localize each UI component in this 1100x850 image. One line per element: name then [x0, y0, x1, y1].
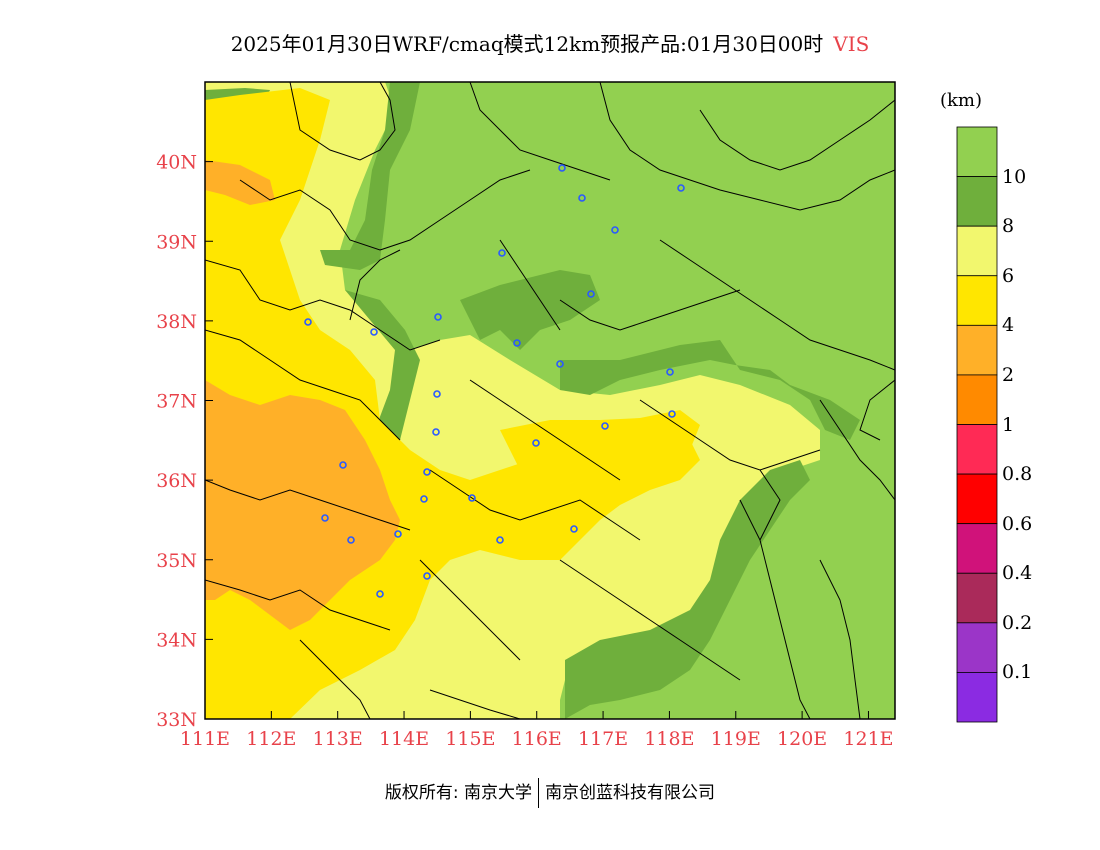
vis-region-8-10-east — [560, 340, 860, 440]
title-variable: VIS — [833, 32, 870, 56]
colorbar-swatch — [956, 225, 998, 277]
colorbar-label: 0.2 — [1002, 611, 1033, 634]
colorbar-swatch — [956, 622, 998, 673]
vis-region-8-10-central — [345, 290, 420, 455]
vis-region-4-6-east — [500, 410, 700, 470]
lon-label: 116E — [512, 728, 562, 750]
city-marker — [513, 339, 521, 347]
colorbar-swatch — [956, 523, 998, 574]
city-marker — [558, 164, 566, 172]
city-marker — [468, 494, 476, 502]
city-marker — [370, 328, 378, 336]
lat-axis: 40N 39N 38N 37N 36N 35N 34N 33N — [156, 152, 213, 731]
colorbar — [956, 126, 998, 723]
lon-label: 115E — [445, 728, 495, 750]
colorbar-label: 0.4 — [1002, 562, 1033, 585]
colorbar-label: 0.8 — [1002, 463, 1033, 486]
city-marker — [601, 422, 609, 430]
city-marker — [420, 495, 428, 503]
city-marker — [668, 410, 676, 418]
colorbar-label: 6 — [1002, 264, 1015, 287]
footer-separator — [538, 778, 540, 808]
title-main: 2025年01月30日WRF/cmaq模式12km预报产品:01月30日00时 — [230, 32, 824, 56]
city-marker — [587, 290, 595, 298]
city-marker — [339, 461, 347, 469]
city-marker — [532, 439, 540, 447]
city-marker — [321, 514, 329, 522]
city-marker — [496, 536, 504, 544]
colorbar-label: 0.6 — [1002, 512, 1033, 535]
city-marker — [556, 360, 564, 368]
footer-company: 南京创蓝科技有限公司 — [545, 783, 716, 803]
lon-label: 114E — [379, 728, 429, 750]
colorbar-swatch — [956, 374, 998, 425]
lon-label: 121E — [843, 728, 893, 750]
city-marker — [498, 249, 506, 257]
vis-region-8-10-mid — [460, 270, 600, 350]
city-marker — [432, 428, 440, 436]
colorbar-label: 10 — [1002, 165, 1027, 188]
lon-axis: 111E 112E 113E 114E 115E 116E 117E 118E 119E 120E… — [180, 711, 894, 750]
lat-label: 35N — [156, 550, 197, 572]
city-marker — [423, 572, 431, 580]
lon-label: 113E — [313, 728, 363, 750]
colorbar-swatch — [956, 324, 998, 376]
city-marker — [666, 368, 674, 376]
vis-region-2-4 — [205, 380, 400, 630]
city-marker — [570, 525, 578, 533]
city-marker — [347, 536, 355, 544]
colorbar-label: 8 — [1002, 215, 1015, 238]
colorbar-swatch — [956, 176, 998, 227]
lon-label: 120E — [777, 728, 827, 750]
colorbar-label: 2 — [1002, 363, 1015, 386]
lat-label: 34N — [156, 629, 197, 651]
admin-boundaries — [205, 82, 895, 719]
city-marker — [578, 194, 586, 202]
colorbar-swatch — [956, 126, 998, 177]
lat-label: 37N — [156, 391, 197, 413]
city-marker — [433, 390, 441, 398]
colorbar-swatch — [956, 572, 998, 624]
city-marker — [423, 468, 431, 476]
colorbar-swatch — [956, 672, 998, 723]
vis-region-8-10-southeast — [565, 460, 810, 719]
footer-copyright: 版权所有: 南京大学 — [384, 783, 533, 803]
colorbar-unit: (km) — [940, 90, 983, 111]
lon-label: 119E — [711, 728, 761, 750]
city-marker — [304, 318, 312, 326]
map-frame — [204, 81, 896, 720]
vis-region-2-4-north — [205, 160, 275, 205]
city-markers — [304, 164, 685, 598]
lon-label: 117E — [578, 728, 628, 750]
city-marker — [376, 590, 384, 598]
lat-label: 40N — [156, 152, 197, 174]
lon-label: 112E — [246, 728, 296, 750]
city-marker — [611, 226, 619, 234]
lat-label: 36N — [156, 470, 197, 492]
city-marker — [434, 313, 442, 321]
colorbar-swatch — [956, 473, 998, 525]
lon-label: 111E — [180, 728, 230, 750]
lat-label: 39N — [156, 231, 197, 253]
footer: 版权所有: 南京大学 南京创蓝科技有限公司 — [0, 778, 1100, 808]
colorbar-swatch — [956, 275, 998, 326]
colorbar-label: 0.1 — [1002, 661, 1033, 684]
colorbar-swatch — [956, 424, 998, 475]
lon-label: 118E — [644, 728, 694, 750]
lat-label: 38N — [156, 311, 197, 333]
lat-label: 33N — [156, 709, 197, 731]
visibility-field — [205, 82, 895, 719]
colorbar-label: 1 — [1002, 413, 1015, 436]
city-marker — [677, 184, 685, 192]
chart-title: 2025年01月30日WRF/cmaq模式12km预报产品:01月30日00时 V… — [0, 28, 1100, 57]
colorbar-label: 4 — [1002, 314, 1015, 337]
city-marker — [394, 530, 402, 538]
